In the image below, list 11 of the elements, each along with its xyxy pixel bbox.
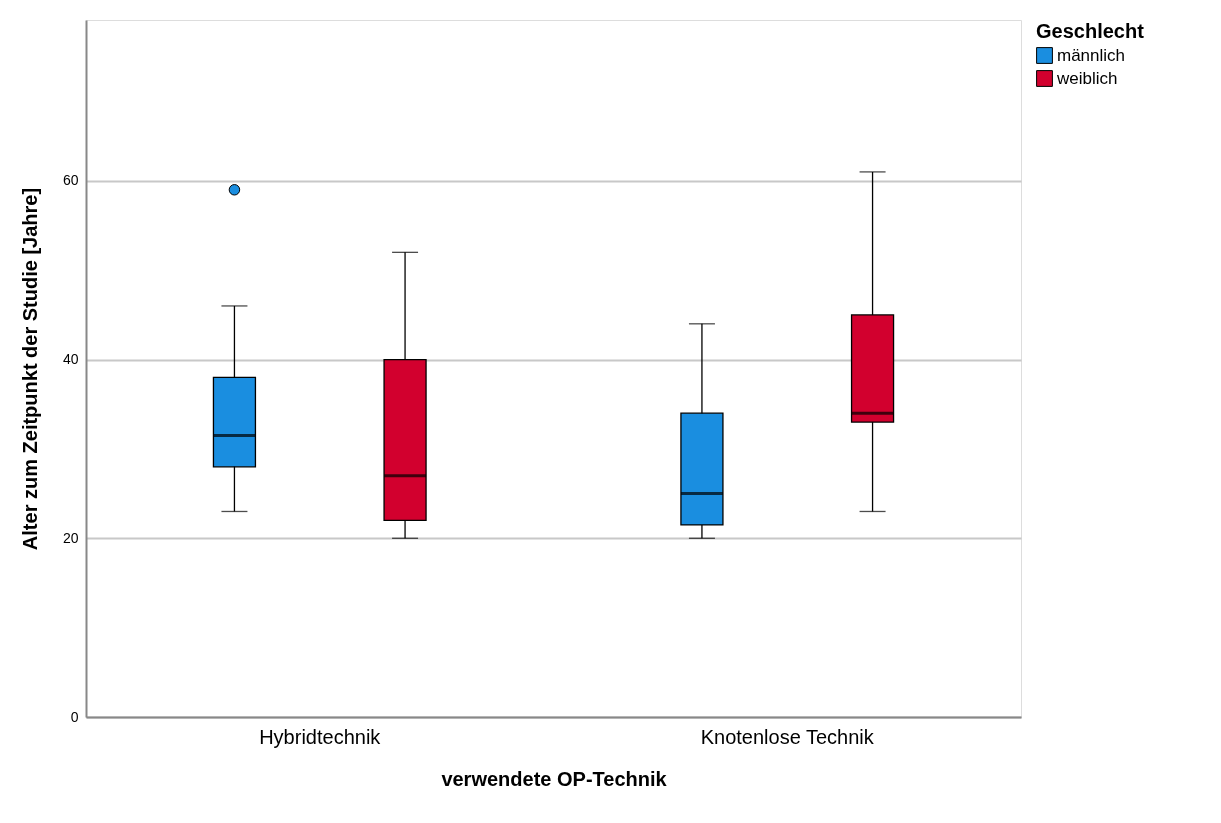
legend-label: weiblich xyxy=(1056,68,1118,88)
x-axis-title: verwendete OP-Technik xyxy=(441,767,668,790)
x-tick-label: Knotenlose Technik xyxy=(700,725,875,748)
x-tick-label: Hybridtechnik xyxy=(259,725,382,748)
y-tick-label: 60 xyxy=(62,172,79,189)
legend-title: Geschlecht xyxy=(1036,20,1145,42)
legend-label: männlich xyxy=(1057,45,1126,65)
y-tick-label: 20 xyxy=(62,529,79,546)
y-tick-label: 0 xyxy=(70,708,79,725)
y-tick-label: 40 xyxy=(62,351,79,368)
y-axis-title: Alter zum Zeitpunkt der Studie [Jahre] xyxy=(18,187,41,551)
